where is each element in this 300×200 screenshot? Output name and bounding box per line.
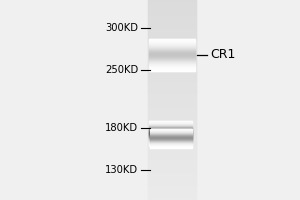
Text: CR1: CR1 (210, 48, 236, 62)
Text: 300KD: 300KD (105, 23, 138, 33)
Text: 130KD: 130KD (105, 165, 138, 175)
Text: 180KD: 180KD (105, 123, 138, 133)
Text: 250KD: 250KD (105, 65, 138, 75)
